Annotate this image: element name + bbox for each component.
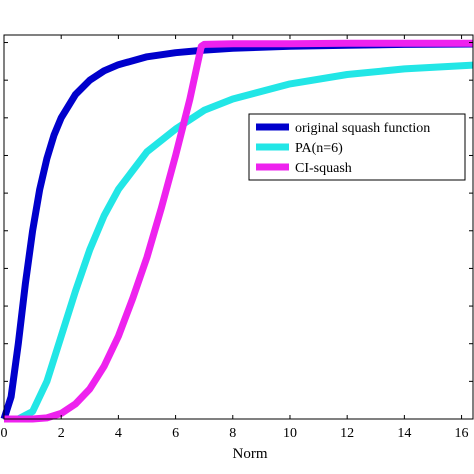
x-tick-label-0: 0 bbox=[1, 426, 8, 441]
plot-frame bbox=[3, 34, 474, 420]
x-axis-title: Norm bbox=[233, 446, 268, 462]
series-line-2 bbox=[4, 39, 473, 423]
legend-label-0: original squash function bbox=[295, 121, 430, 136]
legend-label-2: CI-squash bbox=[295, 161, 352, 176]
ticks-layer: 0 2 4 6 8 10 12 14 16 bbox=[1, 35, 473, 441]
x-tick-label-2: 4 bbox=[115, 426, 122, 441]
x-tick-label-5: 10 bbox=[283, 426, 297, 441]
x-tick-label-1: 2 bbox=[58, 426, 65, 441]
x-tick-label-3: 6 bbox=[172, 426, 179, 441]
x-tick-label-8: 16 bbox=[455, 426, 469, 441]
x-tick-label-7: 14 bbox=[397, 426, 411, 441]
legend: original squash function PA(n=6) CI-squash bbox=[248, 113, 466, 181]
x-tick-label-4: 8 bbox=[229, 426, 236, 441]
series-line-1 bbox=[4, 61, 474, 423]
x-tick-label-6: 12 bbox=[340, 426, 354, 441]
series-layer bbox=[0, 39, 474, 423]
legend-label-1: PA(n=6) bbox=[295, 141, 343, 156]
